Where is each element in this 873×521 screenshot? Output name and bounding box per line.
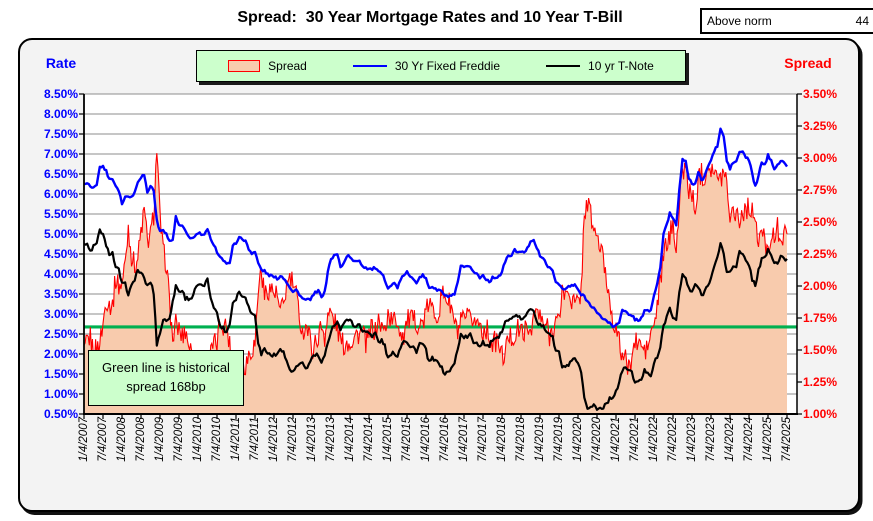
legend-item-spread: Spread — [228, 59, 307, 73]
above-norm-box: Above norm 44 — [700, 8, 873, 34]
left-axis-tick-label: 2.50% — [43, 327, 78, 341]
chart-title: Spread: 30 Year Mortgage Rates and 10 Ye… — [237, 9, 623, 26]
left-axis-tick-label: 7.00% — [43, 147, 78, 161]
left-axis-tick-label: 7.50% — [43, 127, 78, 141]
right-axis-tick-label: 2.25% — [803, 247, 838, 261]
left-axis-tick-label: 1.50% — [43, 367, 78, 381]
x-axis-tick-label: 1/4/2008 — [116, 417, 128, 462]
x-axis-tick-label: 7/4/2019 — [553, 417, 565, 462]
left-axis-tick-label: 6.50% — [43, 167, 78, 181]
x-axis-tick-label: 7/4/2008 — [135, 417, 147, 462]
x-axis-tick-label: 7/4/2014 — [363, 417, 375, 462]
x-axis-tick-label: 1/4/2013 — [306, 417, 318, 462]
x-axis-tick-label: 1/4/2009 — [154, 417, 166, 462]
x-axis-tick-label: 1/4/2021 — [610, 417, 622, 462]
right-axis-tick-label: 2.50% — [803, 215, 838, 229]
annotation-line2: spread 168bp — [126, 379, 206, 394]
left-axis-title: Rate — [45, 55, 77, 71]
x-axis-tick-label: 7/4/2022 — [667, 417, 679, 462]
x-axis-tick-label: 7/4/2009 — [173, 417, 185, 462]
tnote-line-swatch — [546, 65, 581, 67]
legend-label-spread: Spread — [268, 59, 307, 73]
x-axis-tick-label: 1/4/2025 — [762, 417, 774, 462]
left-axis-tick-label: 6.00% — [43, 187, 78, 201]
left-axis-tick-label: 1.00% — [43, 387, 78, 401]
x-axis-tick-label: 1/4/2016 — [420, 417, 432, 462]
x-axis-tick-label: 1/4/2014 — [344, 417, 356, 462]
x-axis-tick-label: 1/4/2007 — [78, 417, 90, 462]
x-axis-tick-label: 7/4/2018 — [515, 417, 527, 462]
left-axis-tick-label: 4.00% — [43, 267, 78, 281]
freddie-line-swatch — [352, 65, 387, 67]
legend-item-tnote: 10 yr T-Note — [546, 59, 654, 73]
x-axis-tick-label: 7/4/2016 — [439, 417, 451, 462]
left-axis-tick-label: 5.50% — [43, 207, 78, 221]
x-axis-tick-label: 7/4/2025 — [781, 417, 793, 462]
x-axis-tick-label: 1/4/2011 — [230, 417, 242, 461]
left-axis-tick-label: 2.00% — [43, 347, 78, 361]
x-axis-tick-label: 7/4/2015 — [401, 417, 413, 462]
x-axis-tick-label: 1/4/2015 — [382, 417, 394, 462]
x-axis-tick-label: 7/4/2023 — [705, 417, 717, 462]
left-axis-tick-label: 4.50% — [43, 247, 78, 261]
right-axis-tick-label: 1.00% — [803, 407, 838, 421]
x-axis-tick-label: 1/4/2018 — [496, 417, 508, 462]
x-axis-tick-label: 1/4/2023 — [686, 417, 698, 462]
spread-area-swatch — [228, 60, 261, 72]
left-axis-tick-label: 3.00% — [43, 307, 78, 321]
x-axis-tick-label: 7/4/2024 — [743, 417, 755, 462]
right-axis-tick-label: 3.25% — [803, 119, 838, 133]
right-axis-title: Spread — [784, 55, 832, 71]
x-axis-tick-label: 7/4/2021 — [629, 417, 641, 462]
x-axis-tick-label: 7/4/2020 — [591, 417, 603, 462]
x-axis-tick-label: 7/4/2013 — [325, 417, 337, 462]
above-norm-value: 44 — [855, 14, 869, 28]
x-axis-tick-label: 1/4/2022 — [648, 417, 660, 462]
x-axis-tick-label: 1/4/2024 — [724, 417, 736, 462]
chart-legend: Spread 30 Yr Fixed Freddie 10 yr T-Note — [196, 50, 686, 82]
x-axis-tick-label: 1/4/2020 — [572, 417, 584, 462]
left-axis-tick-label: 8.50% — [43, 87, 78, 101]
legend-label-freddie: 30 Yr Fixed Freddie — [394, 59, 501, 73]
right-axis-tick-label: 3.50% — [803, 87, 838, 101]
x-axis-tick-label: 7/4/2011 — [249, 417, 261, 461]
above-norm-label: Above norm — [707, 14, 772, 28]
legend-item-freddie: 30 Yr Fixed Freddie — [352, 59, 501, 73]
x-axis-tick-label: 1/4/2012 — [268, 417, 280, 462]
left-axis-tick-label: 5.00% — [43, 227, 78, 241]
x-axis-tick-label: 7/4/2010 — [211, 417, 223, 462]
left-axis-tick-label: 8.00% — [43, 107, 78, 121]
green-line-annotation: Green line is historical spread 168bp — [88, 350, 244, 406]
left-axis-tick-label: 3.50% — [43, 287, 78, 301]
left-axis-tick-label: 0.50% — [43, 407, 78, 421]
x-axis-tick-label: 1/4/2019 — [534, 417, 546, 462]
x-axis-tick-label: 7/4/2007 — [97, 417, 109, 462]
x-axis-tick-label: 1/4/2010 — [192, 417, 204, 462]
annotation-line1: Green line is historical — [102, 360, 230, 376]
legend-label-tnote: 10 yr T-Note — [588, 59, 654, 73]
x-axis-tick-label: 7/4/2017 — [477, 417, 489, 462]
right-axis-tick-label: 1.50% — [803, 343, 838, 357]
right-axis-tick-label: 2.75% — [803, 183, 838, 197]
right-axis-tick-label: 3.00% — [803, 151, 838, 165]
right-axis-tick-label: 1.25% — [803, 375, 838, 389]
right-axis-tick-label: 2.00% — [803, 279, 838, 293]
x-axis-tick-label: 1/4/2017 — [458, 417, 470, 462]
x-axis-tick-label: 7/4/2012 — [287, 417, 299, 462]
right-axis-tick-label: 1.75% — [803, 311, 838, 325]
